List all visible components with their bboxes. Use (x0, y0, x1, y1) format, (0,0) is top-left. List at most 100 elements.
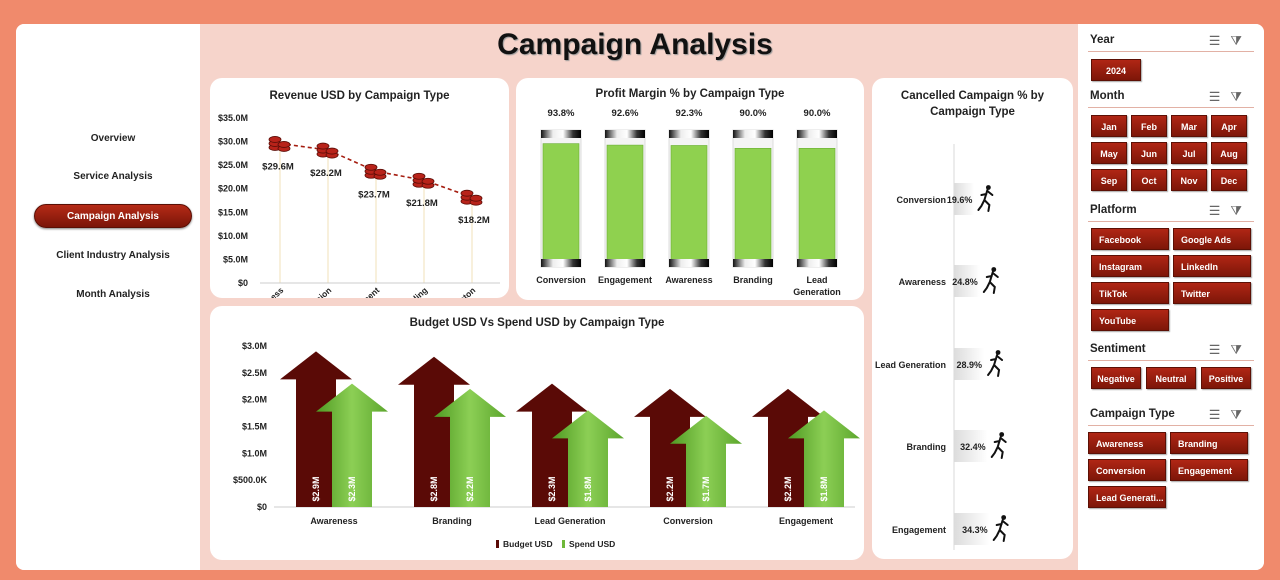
y-tick-label: Branding (907, 442, 947, 452)
revenue-chart-title: Revenue USD by Campaign Type (269, 90, 450, 102)
filter-chip-google-ads[interactable]: Google Ads (1173, 228, 1251, 250)
nav-item-month-analysis[interactable]: Month Analysis (76, 289, 150, 300)
y-tick-label: $0 (238, 278, 248, 288)
profit-margin-chart-card: Profit Margin % by Campaign Type 93.8% Co… (516, 78, 864, 300)
filter-header-icons: ☰⧩ (1209, 89, 1252, 105)
x-tick-label: Lead Generation (534, 516, 605, 526)
nav-item-campaign-analysis[interactable]: Campaign Analysis (34, 204, 192, 228)
y-tick-label: $20.0M (218, 184, 248, 194)
filter-chip-tiktok[interactable]: TikTok (1091, 282, 1169, 304)
clear-filter-icon[interactable]: ⧩ (1230, 89, 1252, 104)
cancelled-chart-title: Cancelled Campaign % by Campaign Type (900, 90, 1045, 118)
bar-cap-top (605, 130, 645, 138)
y-tick-label: Awareness (899, 277, 946, 287)
filter-header-icons: ☰⧩ (1209, 407, 1252, 423)
filter-title-platform: Platform (1090, 204, 1137, 216)
x-tick-label: Awareness (310, 516, 357, 526)
budget-spend-chart-card: Budget USD Vs Spend USD by Campaign Type… (210, 306, 864, 560)
filter-header-month: Month ☰⧩ (1088, 86, 1254, 108)
bar-cap-top (541, 130, 581, 138)
multi-select-icon[interactable]: ☰ (1208, 33, 1231, 48)
filter-chip-jul[interactable]: Jul (1171, 142, 1207, 164)
filter-chip-mar[interactable]: Mar (1171, 115, 1207, 137)
coin (316, 142, 330, 150)
multi-select-icon[interactable]: ☰ (1208, 203, 1231, 218)
spend-data-label: $2.2M (465, 476, 475, 501)
multi-select-icon[interactable]: ☰ (1208, 89, 1231, 104)
nav-item-client-industry-analysis[interactable]: Client Industry Analysis (56, 250, 170, 261)
legend-label-budget: Budget USD (503, 539, 553, 549)
filter-chip-neutral[interactable]: Neutral (1146, 367, 1196, 389)
filter-title-sentiment: Sentiment (1090, 343, 1146, 355)
data-label: $18.2M (458, 215, 490, 226)
filter-chip-facebook[interactable]: Facebook (1091, 228, 1169, 250)
data-label: $23.7M (358, 189, 390, 200)
bar-cap-top (733, 130, 773, 138)
y-tick-label: $10.0M (218, 231, 248, 241)
legend-swatch-spend (562, 540, 565, 548)
y-tick-label: $35.0M (218, 113, 248, 123)
data-label: 90.0% (804, 108, 831, 119)
coin (268, 136, 282, 143)
y-tick-label: $1.0M (242, 448, 267, 458)
clear-filter-icon[interactable]: ⧩ (1230, 33, 1252, 48)
filter-chip-may[interactable]: May (1091, 142, 1127, 164)
x-tick-label: Engagement (779, 516, 833, 526)
filter-chip-conversion[interactable]: Conversion (1088, 459, 1166, 481)
filter-chip-2024[interactable]: 2024 (1091, 59, 1141, 81)
coin (277, 141, 291, 148)
x-tick-label: Awareness (245, 285, 285, 298)
cancelled-bar (954, 430, 988, 462)
bar-cap-top (669, 130, 709, 138)
filter-chip-negative[interactable]: Negative (1091, 367, 1141, 389)
spend-data-label: $1.7M (701, 476, 711, 501)
budget-data-label: $2.8M (429, 476, 439, 501)
coin (364, 163, 378, 171)
filter-chip-awareness[interactable]: Awareness (1088, 432, 1166, 454)
spend-arrow (552, 410, 624, 507)
profit-margin-bar (735, 148, 771, 260)
nav-item-overview[interactable]: Overview (90, 133, 136, 144)
data-label: 19.6% (947, 195, 973, 205)
filter-chip-positive[interactable]: Positive (1201, 367, 1251, 389)
filter-chip-dec[interactable]: Dec (1211, 169, 1247, 191)
filter-chip-aug[interactable]: Aug (1211, 142, 1247, 164)
filter-chip-linkedin[interactable]: LinkedIn (1173, 255, 1251, 277)
filter-chip-engagement[interactable]: Engagement (1170, 459, 1248, 481)
nav-item-service-analysis[interactable]: Service Analysis (73, 171, 153, 182)
filter-chip-nov[interactable]: Nov (1171, 169, 1207, 191)
filter-header-icons: ☰⧩ (1209, 342, 1252, 358)
x-tick-label: Conversion (663, 516, 713, 526)
y-tick-label: Engagement (892, 525, 946, 535)
profit-margin-bar (543, 143, 579, 260)
x-tick-label: Conversion (536, 275, 586, 285)
multi-select-icon[interactable]: ☰ (1208, 342, 1231, 357)
multi-select-icon[interactable]: ☰ (1208, 407, 1231, 422)
filter-chip-lead-generati[interactable]: Lead Generati... (1088, 486, 1166, 508)
filter-chip-instagram[interactable]: Instagram (1091, 255, 1169, 277)
x-tick-label: Branding (733, 275, 773, 285)
filter-chip-jan[interactable]: Jan (1091, 115, 1127, 137)
clear-filter-icon[interactable]: ⧩ (1230, 203, 1252, 218)
spend-arrow (670, 415, 742, 507)
cancelled-bar-chart: Conversion 19.6% Awareness 24.8% Lead Genera… (875, 144, 1009, 550)
y-tick-label: $30.0M (218, 137, 248, 147)
filter-chip-sep[interactable]: Sep (1091, 169, 1127, 191)
clear-filter-icon[interactable]: ⧩ (1230, 407, 1252, 422)
y-tick-label: Lead Generation (875, 360, 946, 370)
filter-panel: Year ☰⧩ 2024 Month ☰⧩ Jan Feb Mar Apr May Jun Jul Au… (1078, 24, 1264, 570)
data-label: 24.8% (952, 277, 978, 287)
filter-chip-jun[interactable]: Jun (1131, 142, 1167, 164)
filter-chip-branding[interactable]: Branding (1170, 432, 1248, 454)
filter-chip-oct[interactable]: Oct (1131, 169, 1167, 191)
bar-cap-bottom (669, 259, 709, 267)
clear-filter-icon[interactable]: ⧩ (1230, 342, 1252, 357)
filter-chip-apr[interactable]: Apr (1211, 115, 1247, 137)
runner-icon (987, 350, 1004, 377)
budget-data-label: $2.3M (547, 476, 557, 501)
filter-chip-twitter[interactable]: Twitter (1173, 282, 1251, 304)
filter-chip-youtube[interactable]: YouTube (1091, 309, 1169, 331)
data-label: $29.6M (262, 161, 294, 172)
filter-header-sentiment: Sentiment ☰⧩ (1088, 339, 1254, 361)
filter-chip-feb[interactable]: Feb (1131, 115, 1167, 137)
